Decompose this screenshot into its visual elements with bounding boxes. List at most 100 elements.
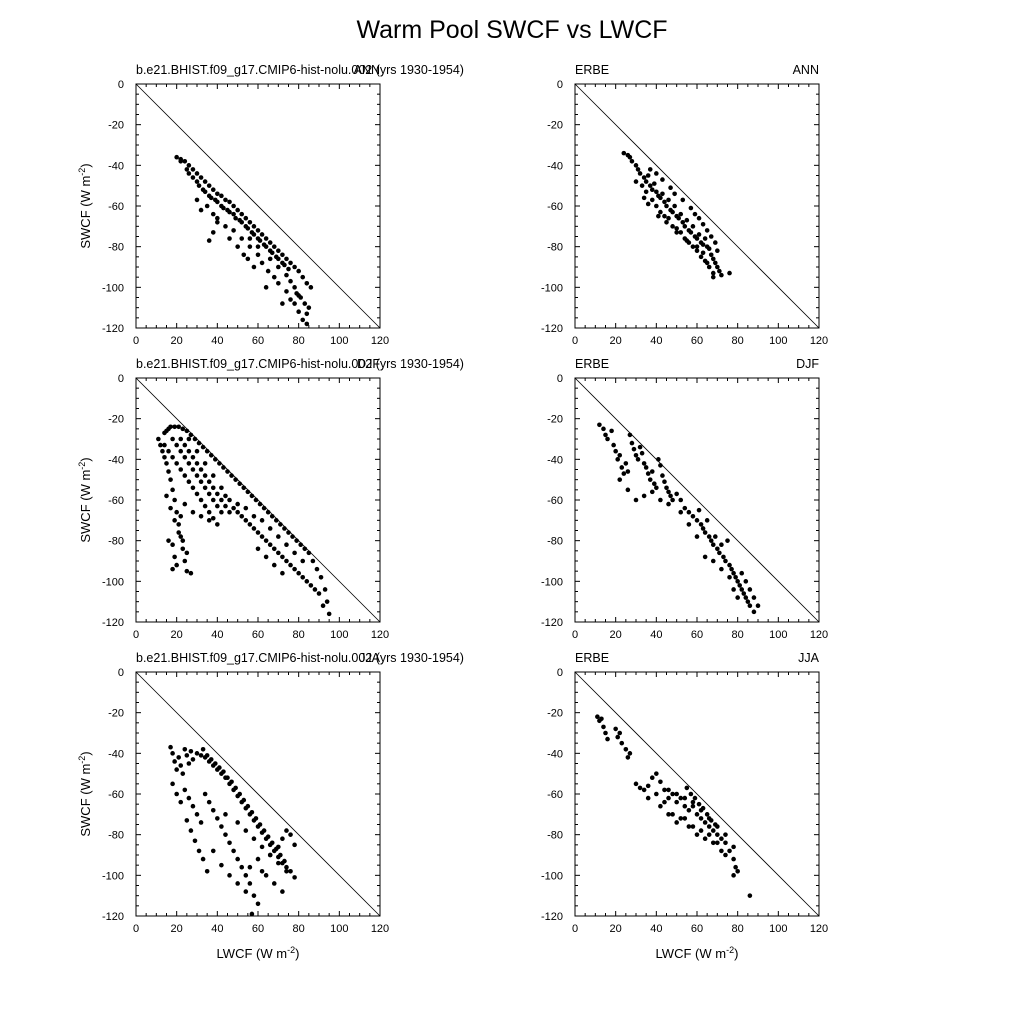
data-point — [656, 457, 661, 462]
data-point — [235, 207, 240, 213]
x-tick-label: 120 — [371, 629, 389, 641]
data-point — [202, 503, 208, 509]
x-tick-label: 0 — [572, 923, 578, 935]
x-tick-label: 40 — [211, 923, 223, 935]
data-point — [621, 471, 627, 476]
data-point — [251, 893, 257, 898]
panel-right-title: DJF — [796, 357, 819, 371]
data-point — [263, 873, 269, 878]
data-point — [170, 487, 175, 493]
data-point — [662, 213, 667, 219]
data-point — [168, 505, 173, 511]
data-point — [229, 473, 234, 478]
data-point — [625, 469, 631, 474]
y-tick-label: 0 — [118, 79, 124, 91]
data-point — [627, 432, 633, 438]
data-point — [204, 753, 210, 758]
x-tick-label: 100 — [330, 923, 348, 935]
data-point — [198, 513, 204, 519]
data-point — [623, 461, 629, 466]
data-point — [168, 424, 173, 430]
data-point — [649, 187, 655, 193]
data-point — [654, 189, 659, 195]
data-point — [202, 179, 208, 184]
data-point — [706, 832, 712, 837]
data-point — [666, 215, 671, 221]
data-point — [176, 424, 181, 430]
data-point — [710, 542, 716, 548]
data-point — [595, 714, 600, 720]
data-point — [713, 534, 718, 539]
y-tick-label: -80 — [547, 242, 563, 254]
data-point — [192, 436, 198, 442]
data-point — [725, 538, 730, 543]
data-point — [617, 452, 623, 458]
data-point — [190, 509, 196, 515]
data-point — [308, 285, 314, 290]
data-point — [178, 158, 184, 164]
data-point — [700, 222, 706, 227]
data-point — [623, 746, 629, 752]
data-point — [259, 232, 265, 237]
y-tick-label: -20 — [547, 414, 563, 426]
data-point — [184, 568, 190, 574]
data-point — [235, 856, 240, 862]
data-point — [639, 450, 645, 456]
data-point — [182, 473, 188, 478]
data-point — [694, 534, 700, 539]
data-point — [682, 505, 688, 511]
y-tick-label: -100 — [541, 282, 563, 294]
data-point — [696, 232, 702, 237]
data-point — [198, 753, 204, 758]
data-point — [698, 254, 704, 260]
data-point — [160, 448, 165, 454]
data-point — [251, 224, 257, 229]
data-point — [204, 448, 210, 454]
data-point — [300, 274, 306, 280]
data-point — [649, 489, 655, 495]
data-point — [198, 467, 204, 472]
data-point — [702, 836, 708, 842]
data-point — [170, 781, 175, 787]
data-point — [700, 526, 706, 531]
data-point — [658, 497, 663, 503]
data-point — [698, 522, 704, 527]
data-point — [645, 795, 651, 801]
data-point — [219, 509, 224, 515]
data-point — [698, 828, 704, 833]
panel-right-title: ANN — [354, 63, 380, 77]
data-point — [290, 534, 295, 539]
data-point — [288, 297, 293, 302]
data-point — [164, 461, 169, 466]
data-point — [172, 518, 177, 523]
data-point — [660, 177, 665, 182]
data-point — [278, 522, 283, 527]
data-point — [219, 497, 224, 503]
data-point — [666, 795, 671, 801]
y-tick-label: 0 — [118, 667, 124, 679]
data-point — [694, 812, 700, 817]
data-point — [735, 868, 740, 874]
data-point — [280, 301, 285, 306]
data-point — [708, 538, 714, 543]
chart-panel-4: 0 20 40 60 80 100 120 0 -20 -40 -60 -80 -100 -120 ERBE… — [541, 357, 828, 641]
data-point — [243, 873, 249, 878]
data-point — [694, 244, 700, 249]
data-point — [686, 824, 692, 829]
data-point — [658, 463, 663, 468]
data-point — [263, 236, 269, 241]
panel-right-title: DJF — [357, 357, 380, 371]
data-point — [186, 448, 192, 454]
data-point — [747, 603, 753, 609]
data-point — [233, 785, 238, 791]
data-point — [688, 791, 694, 797]
data-point — [188, 828, 194, 833]
data-point — [729, 566, 734, 572]
data-point — [696, 801, 702, 807]
x-tick-label: 120 — [371, 335, 389, 347]
data-point — [322, 587, 328, 592]
data-point — [727, 270, 732, 276]
data-point — [239, 236, 245, 241]
data-point — [188, 749, 194, 754]
data-point — [649, 775, 655, 781]
